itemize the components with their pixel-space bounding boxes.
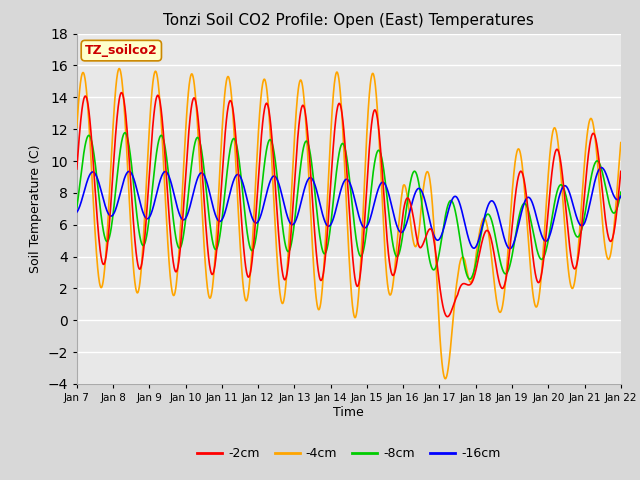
Legend: -2cm, -4cm, -8cm, -16cm: -2cm, -4cm, -8cm, -16cm	[192, 443, 506, 465]
Text: TZ_soilco2: TZ_soilco2	[85, 44, 157, 57]
Title: Tonzi Soil CO2 Profile: Open (East) Temperatures: Tonzi Soil CO2 Profile: Open (East) Temp…	[163, 13, 534, 28]
Y-axis label: Soil Temperature (C): Soil Temperature (C)	[29, 144, 42, 273]
X-axis label: Time: Time	[333, 406, 364, 419]
